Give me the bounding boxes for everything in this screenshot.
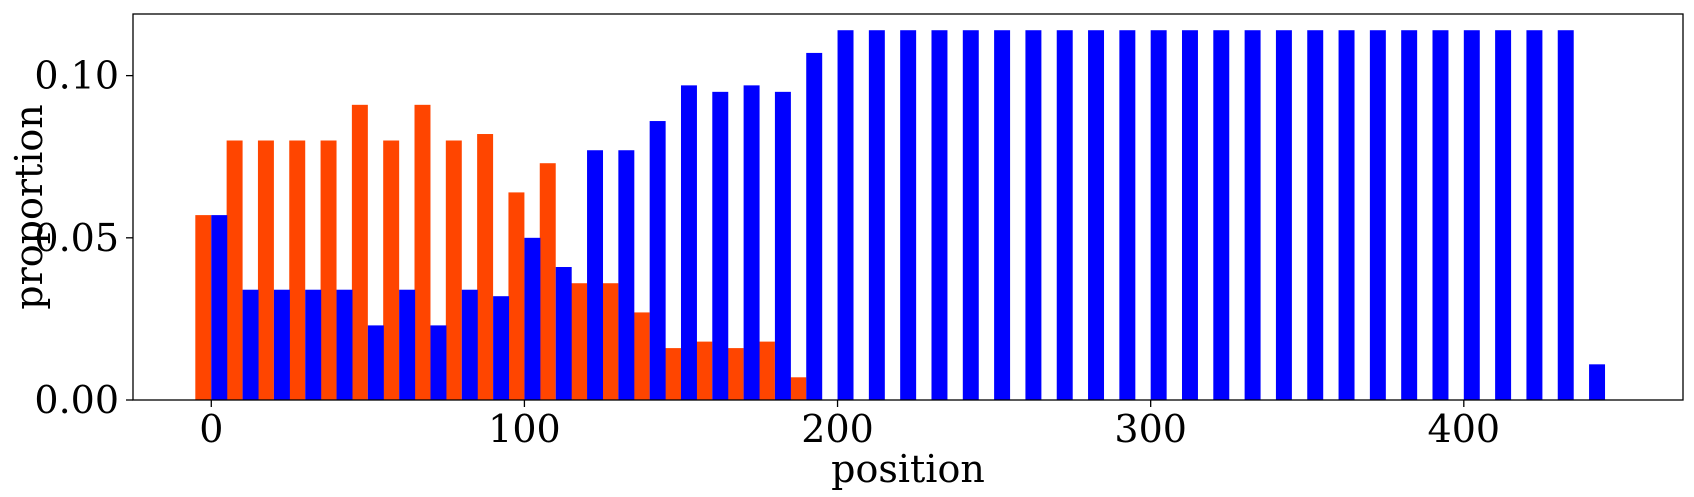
y-tick-label: 0.10 [34, 54, 119, 98]
bar-blue-300 [1150, 30, 1167, 401]
bar-orange-170 [727, 348, 744, 400]
bar-blue-70 [430, 325, 447, 400]
bar-blue-360 [1338, 30, 1355, 401]
x-tick-label: 100 [488, 407, 561, 451]
bar-blue-50 [367, 325, 384, 400]
plot-frame [132, 13, 1684, 401]
x-axis-label: position [831, 447, 985, 491]
bar-blue-30 [305, 289, 322, 400]
x-tick-label: 0 [199, 407, 223, 451]
bar-blue-150 [680, 85, 697, 401]
bar-blue-260 [1025, 30, 1042, 401]
bar-orange-100 [508, 192, 525, 400]
y-tick-label: 0.05 [34, 216, 119, 260]
x-axis: 0 100 200 300 400 [199, 400, 1500, 451]
bar-blue-340 [1275, 30, 1292, 401]
x-tick-label: 300 [1114, 407, 1187, 451]
bar-blue-230 [931, 30, 948, 401]
bar-blue-120 [587, 150, 604, 400]
bar-blue-160 [712, 91, 729, 400]
bar-orange-120 [571, 283, 588, 400]
bar-orange-60 [383, 140, 400, 400]
bar-blue-130 [618, 150, 635, 400]
y-axis-label: proportion [7, 104, 51, 310]
bar-blue-200 [837, 30, 854, 401]
bar-orange-0 [195, 215, 212, 400]
bar-blue-100 [524, 237, 541, 400]
bar-blue-170 [743, 85, 760, 401]
bar-blue-180 [774, 91, 791, 400]
bar-blue-0 [211, 215, 228, 400]
bar-blue-190 [806, 52, 823, 400]
y-tick-label: 0.00 [34, 378, 119, 422]
bar-blue-310 [1181, 30, 1198, 401]
bar-blue-220 [900, 30, 917, 401]
bar-blue-390 [1432, 30, 1449, 401]
x-tick-label: 400 [1428, 407, 1501, 451]
bar-blue-140 [649, 121, 666, 400]
bar-blue-420 [1526, 30, 1543, 401]
bar-blue-60 [399, 289, 416, 400]
bar-orange-30 [289, 140, 306, 400]
bar-blue-400 [1463, 30, 1480, 401]
bar-blue-250 [994, 30, 1011, 401]
y-axis: 0.00 0.05 0.10 [34, 54, 133, 422]
bars-group [195, 30, 1606, 401]
bar-blue-320 [1213, 30, 1230, 401]
bar-orange-10 [226, 140, 243, 400]
bar-blue-40 [336, 289, 353, 400]
bar-orange-140 [633, 312, 650, 400]
bar-blue-330 [1244, 30, 1261, 401]
bar-orange-190 [790, 377, 807, 400]
bar-blue-90 [493, 296, 510, 400]
bar-blue-80 [461, 289, 478, 400]
bar-orange-20 [257, 140, 274, 400]
bar-orange-80 [445, 140, 462, 400]
bar-blue-350 [1307, 30, 1324, 401]
bar-blue-280 [1088, 30, 1105, 401]
bar-orange-40 [320, 140, 337, 400]
bar-blue-210 [868, 30, 885, 401]
bar-orange-110 [539, 163, 556, 400]
bar-blue-290 [1119, 30, 1136, 401]
bar-blue-10 [242, 289, 259, 400]
bar-orange-50 [351, 104, 368, 400]
bar-blue-110 [555, 267, 572, 400]
bar-orange-130 [602, 283, 619, 400]
bar-blue-370 [1369, 30, 1386, 401]
bar-orange-90 [477, 134, 494, 401]
bar-orange-150 [665, 348, 681, 400]
bar-orange-70 [414, 104, 431, 400]
bar-orange-160 [696, 341, 713, 400]
bar-blue-410 [1495, 30, 1512, 401]
bar-blue-430 [1557, 30, 1574, 401]
bar-orange-180 [758, 341, 775, 400]
bar-blue-270 [1056, 30, 1073, 401]
bar-blue-20 [273, 289, 290, 400]
bar-blue-240 [962, 30, 979, 401]
x-tick-label: 200 [801, 407, 874, 451]
bar-blue-440 [1589, 364, 1606, 400]
bar-blue-380 [1401, 30, 1418, 401]
